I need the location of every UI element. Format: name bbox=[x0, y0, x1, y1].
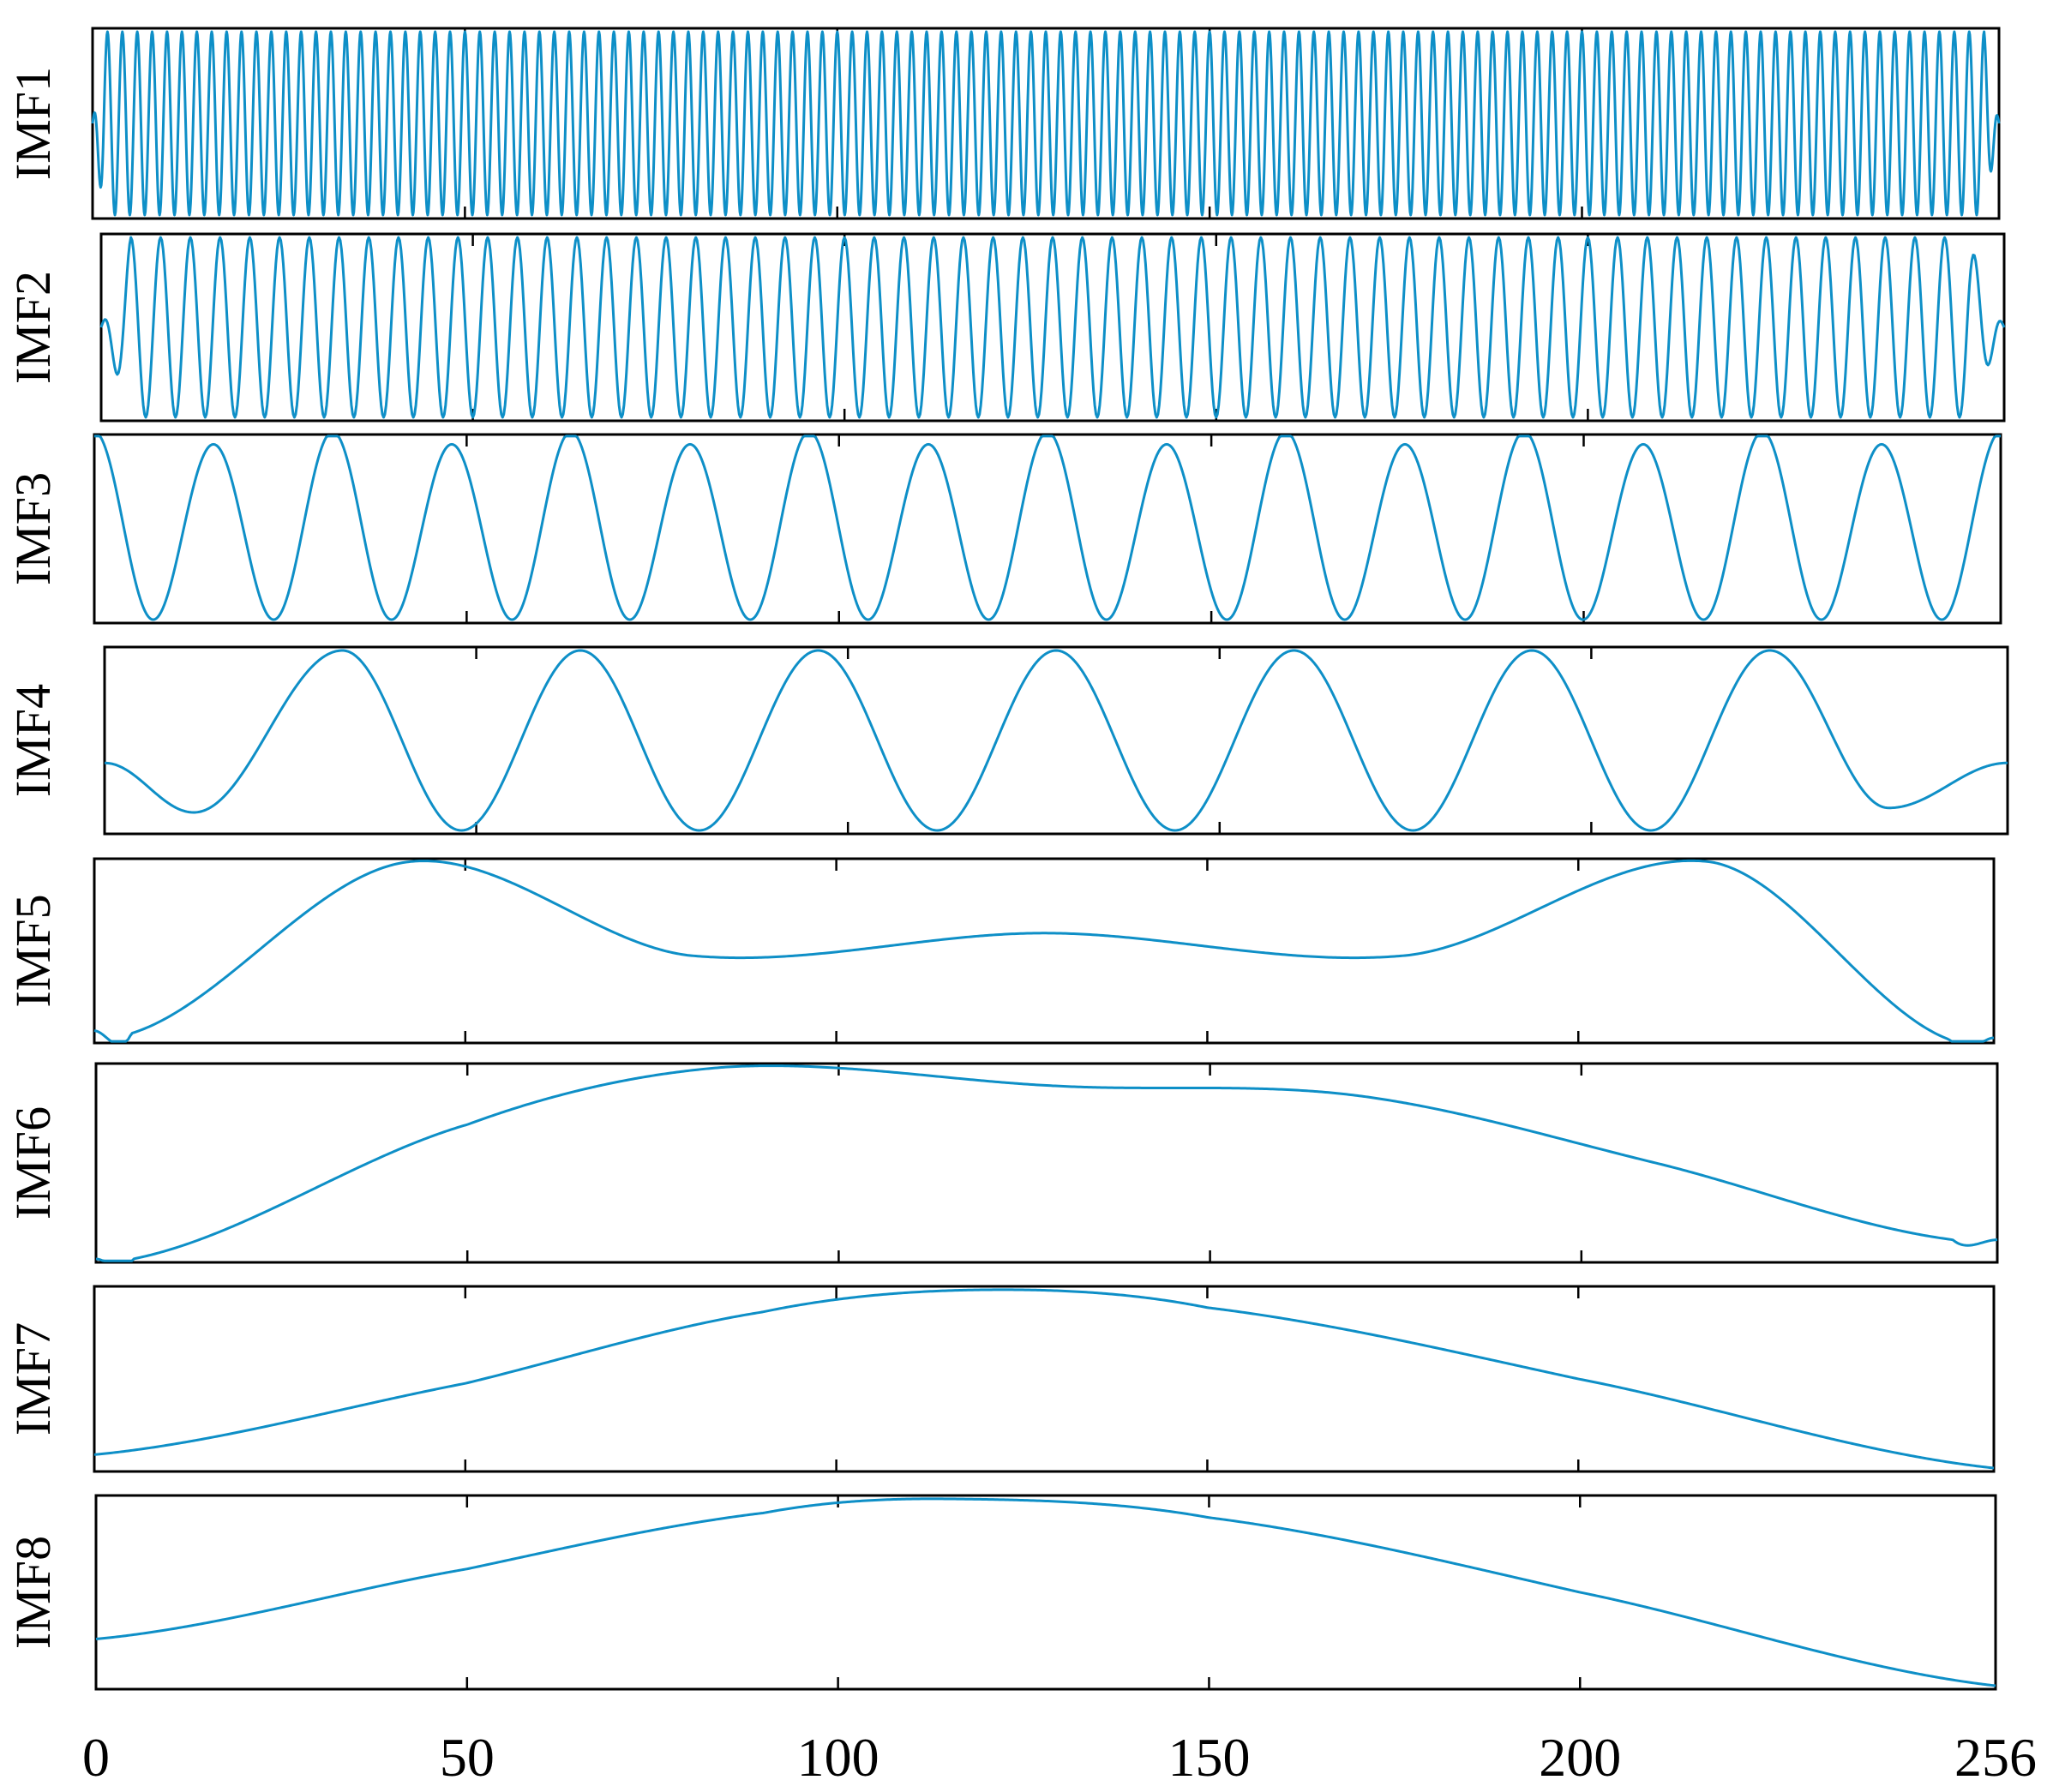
subplot-imf5: IMF5 bbox=[5, 857, 1996, 1045]
series-line-imf8 bbox=[95, 1497, 1996, 1687]
axes-frame bbox=[94, 1062, 1999, 1264]
axes-frame bbox=[103, 645, 2009, 836]
series-line-imf2 bbox=[99, 236, 2006, 419]
ylabel-imf3: IMF3 bbox=[5, 472, 61, 585]
x-tick-label: 0 bbox=[82, 1727, 110, 1788]
x-tick-label: 100 bbox=[797, 1727, 879, 1788]
series-line-imf6 bbox=[95, 1064, 1998, 1262]
ylabel-imf2: IMF2 bbox=[5, 271, 61, 384]
subplot-imf3: IMF3 bbox=[5, 433, 2002, 625]
subplot-imf1: IMF1 bbox=[5, 27, 2001, 220]
ylabel-imf6: IMF6 bbox=[5, 1106, 61, 1220]
ylabel-imf4: IMF4 bbox=[5, 684, 61, 797]
axes-frame bbox=[93, 857, 1996, 1045]
subplot-imf7: IMF7 bbox=[5, 1285, 1996, 1473]
series-line-imf7 bbox=[93, 1288, 1995, 1470]
axes-frame bbox=[94, 1494, 1997, 1691]
x-tick-label: 50 bbox=[440, 1727, 495, 1788]
subplot-imf6: IMF6 bbox=[5, 1062, 1999, 1264]
axes-frame bbox=[93, 433, 2002, 625]
ylabel-imf5: IMF5 bbox=[5, 894, 61, 1007]
subplot-imf8: IMF8 bbox=[5, 1494, 1997, 1691]
series-line-imf1 bbox=[91, 30, 2001, 217]
ylabel-imf8: IMF8 bbox=[5, 1536, 61, 1649]
series-line-imf4 bbox=[104, 649, 2008, 832]
axes-frame bbox=[93, 1285, 1996, 1473]
x-tick-label: 150 bbox=[1168, 1727, 1250, 1788]
series-line-imf5 bbox=[93, 859, 1995, 1043]
subplot-stack: IMF1 IMF2 IMF3 IMF4 IMF5 IMF6 IMF7 IMF8 bbox=[5, 27, 2009, 1691]
ylabel-imf1: IMF1 bbox=[5, 67, 61, 180]
x-axis: 0 50 100 150 200 256 bbox=[82, 1727, 2037, 1788]
x-tick-label: 200 bbox=[1539, 1727, 1621, 1788]
subplot-imf4: IMF4 bbox=[5, 645, 2009, 836]
x-tick-label: 256 bbox=[1954, 1727, 2037, 1788]
ylabel-imf7: IMF7 bbox=[5, 1322, 61, 1435]
subplot-imf2: IMF2 bbox=[5, 232, 2006, 423]
series-line-imf3 bbox=[94, 435, 2001, 621]
